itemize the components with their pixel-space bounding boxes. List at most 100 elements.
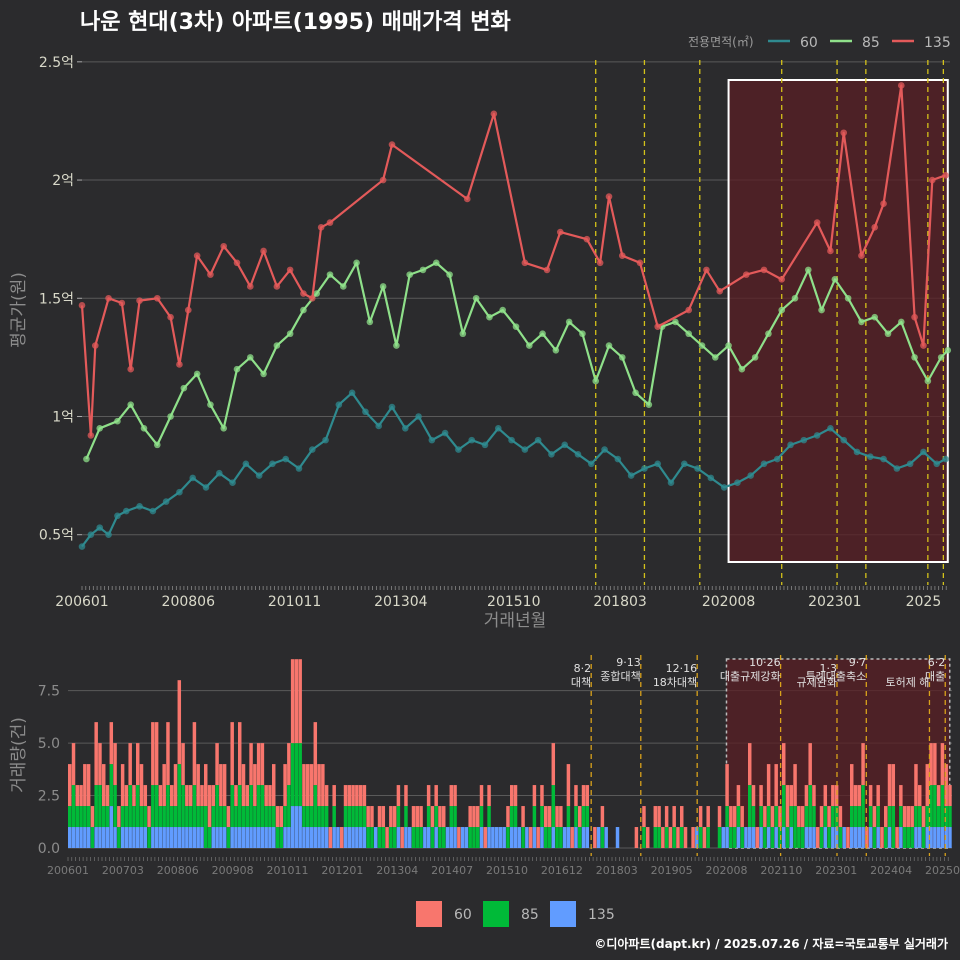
data-point-85	[96, 425, 104, 432]
volume-bar-segment	[532, 806, 537, 828]
volume-bar-segment	[151, 785, 155, 828]
volume-bar-segment	[729, 806, 733, 828]
volume-bar-segment	[309, 806, 314, 828]
volume-bar-segment	[804, 785, 809, 807]
volume-bar-segment	[442, 806, 446, 828]
volume-bar-segment	[241, 827, 246, 848]
data-point-135	[911, 313, 918, 321]
volume-bar-segment	[151, 827, 155, 848]
volume-bar-segment	[370, 806, 374, 828]
volume-bar-segment	[294, 659, 299, 744]
volume-bar-segment	[400, 827, 404, 848]
policy-label: 대책	[571, 676, 591, 689]
volume-bar-segment	[260, 785, 265, 828]
volume-bar-segment	[921, 827, 926, 848]
data-point-60	[667, 479, 675, 486]
data-point-135	[703, 266, 710, 274]
data-point-60	[508, 436, 515, 444]
volume-bar-segment	[850, 806, 854, 828]
volume-bar-segment	[661, 827, 665, 848]
volume-bar-segment	[778, 806, 782, 828]
volume-bar-segment	[256, 785, 261, 828]
volume-bar-segment	[298, 743, 302, 807]
bar-legend-swatch-60	[416, 901, 442, 927]
volume-bar-segment	[887, 806, 892, 828]
volume-bar-segment	[120, 827, 125, 848]
data-point-135	[176, 361, 183, 368]
volume-bar-segment	[736, 806, 741, 828]
volume-bar-segment	[177, 764, 182, 828]
volume-bar-segment	[83, 806, 87, 828]
volume-bar-segment	[449, 827, 454, 848]
data-point-60	[255, 472, 263, 479]
volume-bar-segment	[113, 785, 117, 828]
data-point-85	[897, 318, 905, 326]
volume-bar-segment	[906, 827, 911, 848]
volume-bar-segment	[717, 827, 722, 848]
volume-bar-segment	[600, 827, 605, 848]
line-legend: 전용면적(㎡) 60 85 135	[688, 35, 951, 51]
volume-bar-segment	[846, 827, 850, 848]
volume-bar-segment	[215, 785, 219, 828]
volume-bar-segment	[838, 827, 843, 848]
volume-bar-segment	[819, 806, 824, 828]
data-point-60	[322, 436, 329, 444]
data-point-85	[406, 271, 414, 278]
policy-date: 1·3	[819, 662, 837, 675]
volume-bar-segment	[426, 785, 431, 807]
volume-bar-segment	[476, 806, 480, 828]
volume-bar-segment	[290, 743, 295, 807]
data-point-85	[831, 276, 839, 283]
volume-bar-segment	[253, 827, 257, 848]
volume-y-axis-title: 거래량(건)	[9, 717, 29, 793]
volume-bar-segment	[887, 764, 892, 807]
data-point-85	[765, 330, 772, 338]
policy-date: 9·13	[616, 656, 641, 669]
data-point-85	[153, 441, 161, 449]
volume-bar-segment	[899, 827, 903, 848]
volume-bar-segment	[540, 785, 544, 807]
data-point-85	[711, 354, 719, 361]
data-point-60	[827, 425, 834, 432]
data-point-135	[778, 276, 786, 283]
volume-bar-segment	[517, 827, 522, 848]
data-point-60	[906, 460, 914, 468]
volume-bar-segment	[853, 806, 858, 828]
legend-label-60: 60	[800, 35, 818, 51]
volume-bar-segment	[75, 827, 80, 848]
volume-bar-segment	[502, 827, 506, 848]
volume-x-tick-label: 201510	[486, 864, 528, 877]
price-x-tick-label: 200601	[55, 594, 108, 610]
volume-bar-segment	[540, 827, 544, 848]
volume-bar-segment	[895, 827, 899, 848]
volume-bar-segment	[358, 806, 363, 828]
volume-bar-segment	[105, 785, 110, 807]
price-x-tick-label: 202301	[808, 594, 861, 610]
volume-bar-segment	[472, 827, 476, 848]
data-point-60	[933, 460, 941, 468]
data-point-135	[742, 271, 750, 278]
volume-bar-segment	[377, 806, 382, 828]
volume-bar-segment	[680, 827, 684, 848]
data-point-60	[760, 460, 768, 468]
volume-bar-segment	[404, 785, 408, 807]
volume-bar-segment	[241, 764, 246, 807]
volume-bar-segment	[321, 806, 325, 828]
data-point-135	[928, 176, 936, 184]
volume-bar-segment	[358, 785, 363, 807]
volume-bar-segment	[302, 764, 306, 807]
policy-date: 8·2	[574, 662, 592, 675]
volume-bar-segment	[785, 785, 790, 828]
volume-bar-segment	[872, 806, 877, 828]
volume-bar-segment	[317, 806, 321, 828]
data-point-60	[455, 446, 462, 453]
volume-bar-segment	[910, 806, 914, 828]
volume-bar-segment	[770, 827, 775, 848]
volume-bar-segment	[468, 827, 472, 848]
data-point-85	[339, 283, 347, 290]
volume-bar-segment	[521, 806, 525, 828]
volume-bar-segment	[944, 827, 948, 848]
volume-bar-segment	[664, 806, 669, 828]
volume-bar-segment	[891, 764, 896, 807]
data-point-85	[207, 401, 214, 408]
